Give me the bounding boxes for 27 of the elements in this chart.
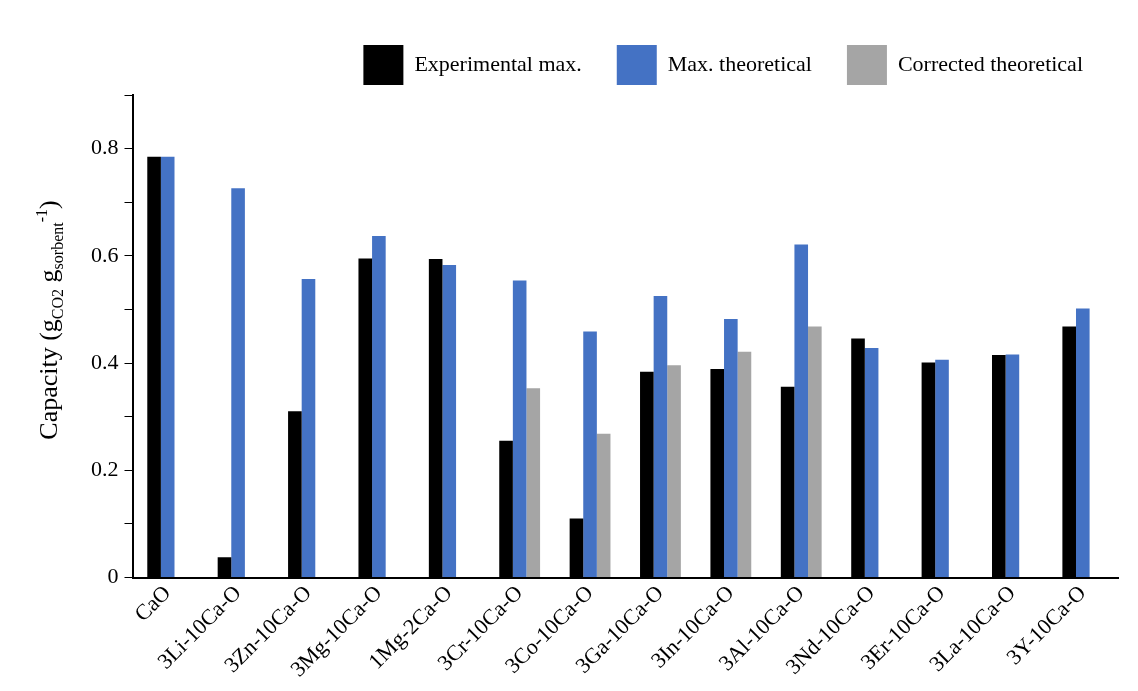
bar bbox=[935, 359, 949, 578]
y-tick-label: 0.6 bbox=[91, 241, 119, 267]
bar bbox=[653, 296, 668, 578]
bar bbox=[301, 278, 316, 578]
y-tick-label: 0 bbox=[107, 563, 119, 589]
bar bbox=[864, 348, 879, 578]
y-tick-label: 0.8 bbox=[91, 134, 119, 160]
bar bbox=[512, 280, 527, 578]
bar bbox=[596, 433, 611, 578]
bar bbox=[526, 388, 541, 578]
bar bbox=[724, 319, 738, 578]
y-tick-label: 0.4 bbox=[91, 348, 119, 374]
y-tick-label: 0.2 bbox=[91, 456, 119, 482]
bar bbox=[372, 236, 386, 578]
bar bbox=[231, 188, 245, 578]
bar bbox=[1005, 354, 1020, 578]
legend-label: Corrected theoretical bbox=[897, 50, 1084, 76]
bar bbox=[160, 156, 175, 578]
bar bbox=[667, 365, 681, 578]
legend-label: Max. theoretical bbox=[667, 50, 812, 76]
bar bbox=[737, 351, 752, 578]
bar bbox=[442, 264, 457, 578]
legend-label: Experimental max. bbox=[414, 50, 582, 76]
bar bbox=[583, 331, 597, 578]
bar bbox=[794, 244, 809, 578]
bar bbox=[808, 326, 822, 578]
bar bbox=[1076, 308, 1090, 578]
